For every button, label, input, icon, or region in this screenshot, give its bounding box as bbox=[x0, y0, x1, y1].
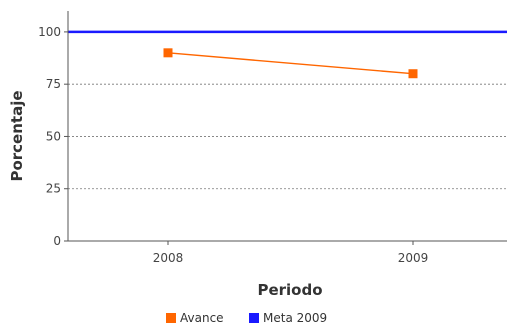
y-tick-label-25: 25 bbox=[46, 182, 61, 196]
data-point-avance-2009 bbox=[408, 69, 418, 79]
x-axis-ticks: 2008 2009 bbox=[153, 241, 429, 265]
y-tick-label-100: 100 bbox=[38, 25, 61, 39]
x-tick-label-2009: 2009 bbox=[398, 251, 429, 265]
series-lines bbox=[167, 52, 414, 75]
axes bbox=[67, 11, 507, 242]
y-tick-label-0: 0 bbox=[53, 234, 61, 248]
y-tick-label-75: 75 bbox=[46, 77, 61, 91]
y-tick-label-50: 50 bbox=[46, 129, 61, 143]
legend: Avance Meta 2009 bbox=[166, 311, 327, 325]
legend-label-1: Meta 2009 bbox=[263, 311, 327, 325]
x-tick-label-2008: 2008 bbox=[153, 251, 184, 265]
legend-swatch-0 bbox=[166, 313, 176, 323]
x-axis-title: Periodo bbox=[257, 281, 322, 299]
legend-swatch-1 bbox=[249, 313, 259, 323]
y-axis-ticks: 0 25 50 75 100 bbox=[38, 25, 68, 248]
legend-label-0: Avance bbox=[180, 311, 224, 325]
series-line-avance bbox=[167, 52, 414, 75]
data-point-avance-2008 bbox=[163, 48, 173, 58]
grid-lines bbox=[68, 31, 507, 190]
y-axis-title: Porcentaje bbox=[8, 90, 26, 181]
data-markers bbox=[163, 48, 418, 79]
